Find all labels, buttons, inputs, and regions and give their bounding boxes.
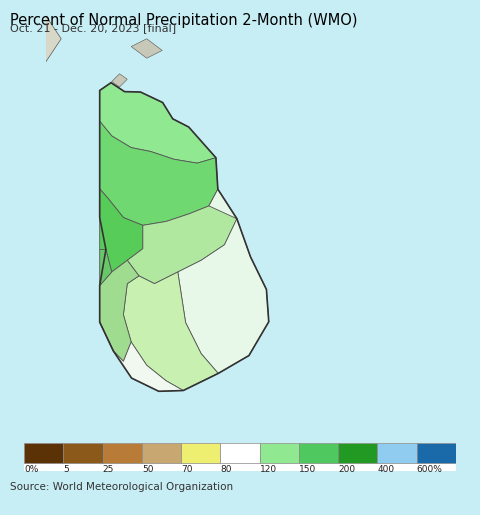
Polygon shape bbox=[100, 189, 143, 272]
Bar bbox=[63, 443, 103, 462]
Text: Oct. 21 - Dec. 20, 2023 [final]: Oct. 21 - Dec. 20, 2023 [final] bbox=[10, 23, 176, 33]
Text: 50: 50 bbox=[142, 465, 153, 474]
Text: 70: 70 bbox=[181, 465, 192, 474]
Text: Percent of Normal Precipitation 2-Month (WMO): Percent of Normal Precipitation 2-Month … bbox=[10, 13, 357, 28]
Bar bbox=[142, 443, 181, 462]
Bar bbox=[181, 443, 220, 462]
Text: 5: 5 bbox=[63, 465, 69, 474]
Polygon shape bbox=[131, 39, 162, 58]
Text: Source: World Meteorological Organization: Source: World Meteorological Organizatio… bbox=[10, 482, 233, 492]
Text: 25: 25 bbox=[103, 465, 114, 474]
Text: 120: 120 bbox=[260, 465, 277, 474]
Polygon shape bbox=[100, 121, 218, 226]
Bar bbox=[103, 443, 142, 462]
Polygon shape bbox=[100, 322, 183, 391]
Bar bbox=[338, 443, 377, 462]
Text: 200: 200 bbox=[338, 465, 355, 474]
Bar bbox=[220, 443, 260, 462]
Polygon shape bbox=[178, 189, 269, 373]
Polygon shape bbox=[100, 249, 112, 286]
Bar bbox=[417, 443, 456, 462]
Text: 600%: 600% bbox=[417, 465, 443, 474]
Polygon shape bbox=[100, 83, 216, 163]
Bar bbox=[24, 443, 63, 462]
Bar bbox=[377, 443, 417, 462]
Text: 0%: 0% bbox=[24, 465, 38, 474]
Text: 150: 150 bbox=[299, 465, 316, 474]
Bar bbox=[299, 443, 338, 462]
Polygon shape bbox=[7, 15, 61, 217]
Polygon shape bbox=[123, 272, 218, 390]
Polygon shape bbox=[127, 189, 237, 284]
Polygon shape bbox=[112, 74, 127, 87]
Text: 80: 80 bbox=[220, 465, 232, 474]
Text: 400: 400 bbox=[377, 465, 395, 474]
Polygon shape bbox=[100, 260, 139, 362]
Bar bbox=[260, 443, 299, 462]
